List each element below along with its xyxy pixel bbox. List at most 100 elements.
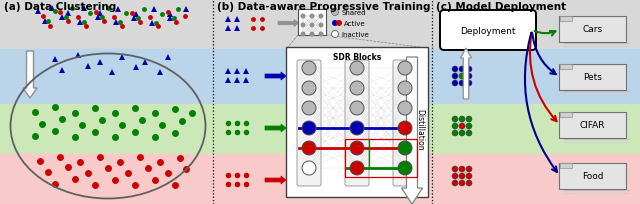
FancyArrow shape xyxy=(23,52,37,99)
Circle shape xyxy=(350,62,364,76)
Circle shape xyxy=(398,102,412,115)
Circle shape xyxy=(302,82,316,95)
Circle shape xyxy=(452,166,458,172)
Circle shape xyxy=(332,9,339,16)
Bar xyxy=(0,154,213,204)
Circle shape xyxy=(452,74,458,80)
Circle shape xyxy=(398,141,412,155)
Circle shape xyxy=(459,166,465,172)
FancyBboxPatch shape xyxy=(559,17,626,43)
Text: Deployment: Deployment xyxy=(460,26,516,35)
FancyArrow shape xyxy=(265,176,286,184)
Circle shape xyxy=(350,121,364,135)
Circle shape xyxy=(336,21,342,27)
Circle shape xyxy=(452,173,458,179)
Circle shape xyxy=(302,161,316,175)
Text: Active: Active xyxy=(344,21,365,27)
Circle shape xyxy=(466,67,472,73)
FancyBboxPatch shape xyxy=(560,17,572,22)
FancyBboxPatch shape xyxy=(560,65,572,70)
Circle shape xyxy=(466,130,472,136)
Circle shape xyxy=(332,21,338,27)
Text: Distillation: Distillation xyxy=(415,109,424,150)
Circle shape xyxy=(466,166,472,172)
Circle shape xyxy=(310,14,314,19)
Circle shape xyxy=(398,82,412,95)
Circle shape xyxy=(466,74,472,80)
Circle shape xyxy=(466,123,472,129)
Text: Shared: Shared xyxy=(341,10,365,16)
FancyBboxPatch shape xyxy=(297,61,321,186)
Circle shape xyxy=(459,180,465,186)
Bar xyxy=(213,50,432,104)
Bar xyxy=(432,50,640,104)
FancyBboxPatch shape xyxy=(440,11,536,51)
FancyBboxPatch shape xyxy=(393,61,417,186)
Circle shape xyxy=(302,141,316,155)
Circle shape xyxy=(459,81,465,86)
FancyBboxPatch shape xyxy=(560,112,572,118)
Circle shape xyxy=(332,31,339,38)
Bar xyxy=(213,154,432,204)
Bar xyxy=(432,154,640,204)
FancyBboxPatch shape xyxy=(345,61,369,186)
FancyBboxPatch shape xyxy=(559,65,626,91)
Circle shape xyxy=(459,130,465,136)
Circle shape xyxy=(452,81,458,86)
Circle shape xyxy=(452,116,458,122)
Bar xyxy=(0,104,213,154)
Text: CIFAR: CIFAR xyxy=(580,121,605,130)
Circle shape xyxy=(459,67,465,73)
Circle shape xyxy=(452,130,458,136)
Text: Pets: Pets xyxy=(583,73,602,82)
Circle shape xyxy=(452,180,458,186)
FancyBboxPatch shape xyxy=(560,163,572,168)
Circle shape xyxy=(350,82,364,95)
Bar xyxy=(0,50,213,104)
Circle shape xyxy=(459,74,465,80)
Circle shape xyxy=(302,62,316,76)
FancyArrow shape xyxy=(265,124,286,132)
Circle shape xyxy=(466,116,472,122)
Bar xyxy=(432,0,640,50)
Circle shape xyxy=(350,141,364,155)
Bar xyxy=(213,104,432,154)
Circle shape xyxy=(319,23,323,28)
Circle shape xyxy=(350,102,364,115)
Circle shape xyxy=(310,23,314,28)
FancyArrow shape xyxy=(278,20,299,27)
Circle shape xyxy=(310,32,314,37)
FancyArrow shape xyxy=(401,58,422,204)
Circle shape xyxy=(398,62,412,76)
Text: Cars: Cars xyxy=(582,25,603,34)
Text: Inactive: Inactive xyxy=(341,32,369,38)
Circle shape xyxy=(459,123,465,129)
Circle shape xyxy=(466,173,472,179)
FancyBboxPatch shape xyxy=(559,112,626,138)
Circle shape xyxy=(452,123,458,129)
Circle shape xyxy=(398,161,412,175)
Text: (c) Model Deployment: (c) Model Deployment xyxy=(436,2,566,12)
Circle shape xyxy=(459,116,465,122)
Bar xyxy=(298,10,326,36)
Circle shape xyxy=(302,121,316,135)
Text: Food: Food xyxy=(582,172,604,181)
Circle shape xyxy=(452,67,458,73)
Bar xyxy=(345,139,417,177)
FancyArrow shape xyxy=(461,49,472,100)
Circle shape xyxy=(350,161,364,175)
Circle shape xyxy=(301,23,305,28)
Circle shape xyxy=(466,180,472,186)
FancyBboxPatch shape xyxy=(286,48,428,197)
Bar xyxy=(432,104,640,154)
Circle shape xyxy=(466,81,472,86)
Circle shape xyxy=(319,14,323,19)
Text: SDR Blocks: SDR Blocks xyxy=(333,53,381,62)
Bar xyxy=(213,0,432,50)
Circle shape xyxy=(302,102,316,115)
Circle shape xyxy=(301,32,305,37)
FancyBboxPatch shape xyxy=(559,163,626,189)
FancyArrow shape xyxy=(265,73,286,81)
Text: (a) Data Clustering: (a) Data Clustering xyxy=(4,2,116,12)
Bar xyxy=(0,0,213,50)
